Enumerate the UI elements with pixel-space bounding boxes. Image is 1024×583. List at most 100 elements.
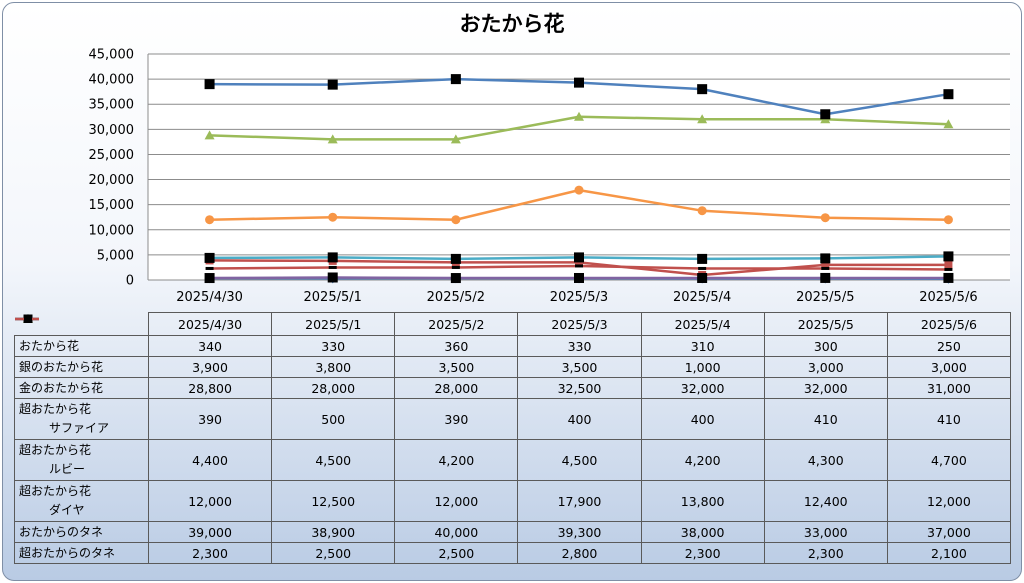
table-cell: 3,500 xyxy=(394,356,519,378)
y-tick-label: 45,000 xyxy=(89,48,135,63)
table-cell: 400 xyxy=(517,398,642,440)
table-header-cell: 2025/5/1 xyxy=(271,312,396,336)
data-point-7 xyxy=(205,266,214,270)
data-point-7 xyxy=(698,266,707,270)
table-cell: 40,000 xyxy=(394,521,519,543)
table-cell: 32,500 xyxy=(517,377,642,399)
table-cell: 2,500 xyxy=(394,542,519,564)
table-cell: 3,500 xyxy=(517,356,642,378)
series-name: 超おたから花 xyxy=(19,402,92,416)
series-name-line2: サファイア xyxy=(49,421,110,435)
data-point-4 xyxy=(574,252,584,263)
data-point-5 xyxy=(205,215,215,225)
table-cell: 330 xyxy=(271,335,396,357)
data-point-3 xyxy=(450,273,461,284)
series-label: 金のおたから花 xyxy=(14,313,149,399)
data-point-4 xyxy=(327,252,338,263)
table-cell: 4,200 xyxy=(394,439,519,481)
data-point-2 xyxy=(697,114,708,124)
table-row: 金のおたから花 28,800 28,000 28,000 32,500 32,000 32,… xyxy=(14,313,1011,399)
series-name: おたからのタネ xyxy=(19,525,104,539)
table-cell: 310 xyxy=(640,335,765,357)
table-cell: 250 xyxy=(886,335,1011,357)
x-tick-label: 2025/4/30 xyxy=(176,290,243,305)
y-tick-label: 40,000 xyxy=(89,73,135,88)
table-cell: 1,000 xyxy=(640,356,765,378)
data-point-3 xyxy=(943,272,954,283)
x-tick-label: 2025/5/5 xyxy=(796,290,854,305)
table-cell: 4,500 xyxy=(271,439,396,481)
series-label: おたから花 xyxy=(14,313,149,357)
data-point-2 xyxy=(574,111,584,121)
data-point-5 xyxy=(943,215,953,225)
table-cell: 2,300 xyxy=(640,542,765,564)
table-cell: 3,000 xyxy=(763,356,888,378)
series-label: 超おたから花 ルビー xyxy=(14,314,149,481)
chart-title: おたから花 xyxy=(459,12,565,36)
data-point-5 xyxy=(697,206,707,216)
data-point-5 xyxy=(451,215,461,225)
data-point-6 xyxy=(204,79,215,90)
table-row: 銀のおたから花 3,900 3,800 3,500 3,500 1,000 3,000 3,0… xyxy=(14,314,1011,378)
table-cell: 12,000 xyxy=(394,480,519,522)
series-name-line2: ダイヤ xyxy=(49,503,85,517)
table-cell: 33,000 xyxy=(763,521,888,543)
table-cell: 4,500 xyxy=(517,439,642,481)
table-cell: 3,000 xyxy=(886,356,1011,378)
data-point-6 xyxy=(327,79,338,90)
x-tick-label: 2025/5/3 xyxy=(550,290,608,305)
y-tick-label: 5,000 xyxy=(97,248,134,263)
series-label: 超おたからのタネ xyxy=(14,317,149,564)
table-header-cell: 2025/5/5 xyxy=(763,312,888,336)
data-point-4 xyxy=(943,251,954,262)
table-cell: 4,300 xyxy=(763,439,888,481)
table-header-cell: 2025/5/6 xyxy=(886,312,1011,336)
table-cell: 32,000 xyxy=(763,377,888,399)
table-cell: 3,900 xyxy=(147,356,273,378)
table-cell: 38,000 xyxy=(640,521,765,543)
table-cell: 340 xyxy=(147,335,273,357)
table-cell: 400 xyxy=(640,398,765,440)
data-table: 2025/4/30 2025/5/1 2025/5/2 2025/5/3 2025/5/… xyxy=(14,312,1011,564)
x-tick-label: 2025/5/2 xyxy=(427,290,485,305)
series-label: おたからのタネ xyxy=(14,314,149,543)
data-point-1 xyxy=(821,260,830,269)
data-point-3 xyxy=(820,272,831,283)
x-tick-label: 2025/5/4 xyxy=(673,290,731,305)
table-cell: 2,100 xyxy=(886,542,1011,564)
data-point-3 xyxy=(327,272,338,283)
table-cell: 12,000 xyxy=(147,480,273,522)
data-point-4 xyxy=(820,253,831,264)
table-cell: 410 xyxy=(886,398,1011,440)
table-row: 超おたから花 ダイヤ 12,000 12,500 12,000 17,900 13,800 1… xyxy=(14,314,1011,522)
data-point-2 xyxy=(943,119,954,129)
table-header-cell: 2025/5/3 xyxy=(517,312,642,336)
table-header-cell: 2025/4/30 xyxy=(147,312,273,336)
data-point-7 xyxy=(451,265,460,269)
table-header-cell: 2025/5/4 xyxy=(640,312,765,336)
table-cell: 390 xyxy=(147,398,273,440)
data-point-4 xyxy=(450,253,461,264)
table-row: 超おたから花 ルビー 4,400 4,500 4,200 4,500 4,200 4,300 4… xyxy=(14,314,1011,481)
y-tick-label: 0 xyxy=(126,274,134,289)
data-point-2 xyxy=(450,134,461,144)
data-point-2 xyxy=(204,130,215,140)
table-cell: 39,300 xyxy=(517,521,642,543)
data-point-1 xyxy=(944,260,953,269)
data-point-7 xyxy=(821,266,830,270)
series-label: 超おたから花ダイヤ xyxy=(14,314,149,522)
data-point-5 xyxy=(820,213,830,223)
series-name: おたから花 xyxy=(19,339,80,353)
table-cell: 39,000 xyxy=(147,521,273,543)
series-name: 銀のおたから花 xyxy=(19,360,104,374)
table-row: おたから花 340 330 360 330 310 300 250 xyxy=(14,313,1011,357)
table-cell: 12,000 xyxy=(886,480,1011,522)
table-cell: 2,300 xyxy=(763,542,888,564)
table-cell: 28,000 xyxy=(271,377,396,399)
y-tick-label: 35,000 xyxy=(89,98,135,113)
series-name: 超おたから花 xyxy=(19,443,92,457)
table-cell: 4,400 xyxy=(147,439,273,481)
y-tick-label: 25,000 xyxy=(89,148,135,163)
table-cell: 4,200 xyxy=(640,439,765,481)
table-row: 超おたからのタネ 2,300 2,500 2,500 2,800 2,300 2,300 2,… xyxy=(14,317,1011,564)
